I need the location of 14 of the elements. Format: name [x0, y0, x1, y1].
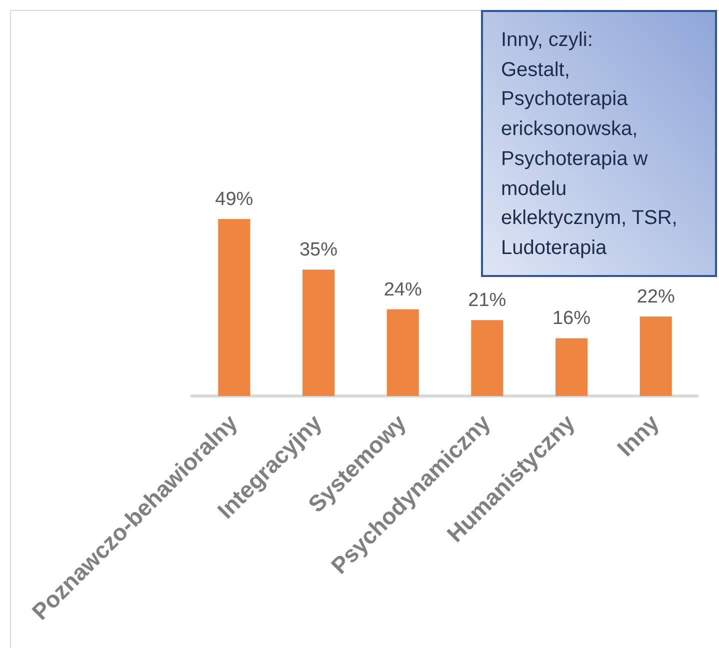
data-label: 24%	[384, 279, 422, 300]
note-box: Inny, czyli: Gestalt, Psychoterapia ericksonowska, Psychoterapia w modelu eklektycznym, TSR, Ludoterapia	[481, 10, 717, 277]
annotation: Inny, czyli: Gestalt, Psychoterapia ericksonowska, Psychoterapia w modelu eklektycznym, TSR, Ludoterapia	[501, 28, 678, 261]
bar	[640, 316, 672, 396]
bar	[218, 219, 250, 396]
data-label: 21%	[468, 290, 506, 312]
bar	[471, 320, 504, 396]
data-label: 35%	[299, 240, 338, 261]
data-label: 49%	[215, 189, 254, 210]
bar	[555, 338, 588, 396]
bar	[302, 270, 335, 396]
data-label: 16%	[552, 308, 591, 330]
data-label: 22%	[636, 286, 675, 308]
bar	[386, 309, 419, 396]
